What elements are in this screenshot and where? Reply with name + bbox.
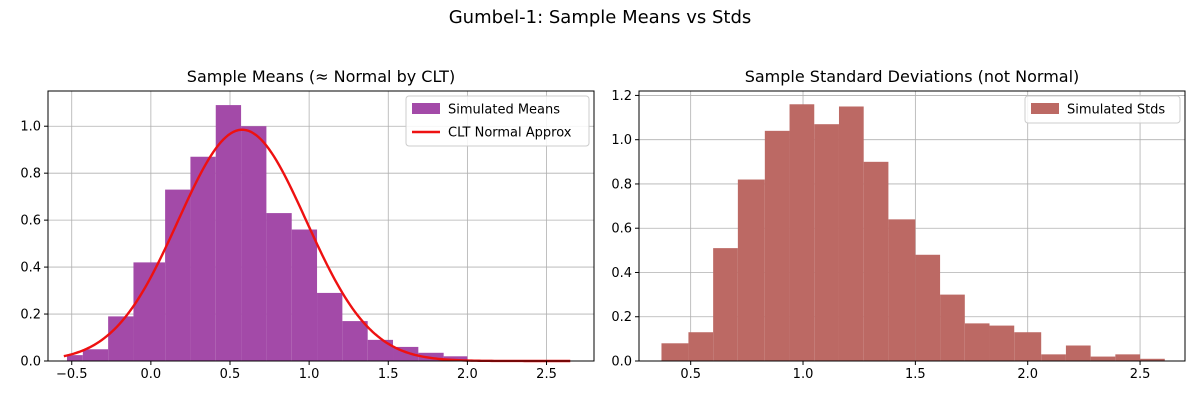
histogram-bar — [940, 294, 965, 361]
histogram-bar — [266, 213, 292, 361]
x-tick-label: 0.5 — [220, 367, 241, 382]
x-tick-label: 2.5 — [1130, 367, 1151, 382]
legend-label-curve: CLT Normal Approx — [448, 126, 572, 141]
histogram-bar — [1090, 356, 1116, 361]
histogram-bar — [1115, 354, 1141, 361]
histogram-bar — [215, 105, 242, 361]
x-tick-label: 1.0 — [299, 367, 320, 382]
y-tick-label: 0.8 — [611, 177, 632, 192]
histogram-bar — [688, 332, 714, 361]
legend-swatch-histogram — [1031, 103, 1059, 114]
histogram-bar — [838, 106, 864, 361]
histogram-bar — [342, 321, 368, 361]
legend-box — [405, 95, 590, 147]
x-tick-label: 0.5 — [680, 367, 701, 382]
y-tick-label: 1.2 — [611, 89, 632, 104]
histogram-bar — [367, 339, 394, 361]
legend-label-histogram: Simulated Stds — [1067, 103, 1165, 118]
histogram-bar — [737, 179, 765, 361]
histogram-bar — [190, 156, 216, 361]
x-tick-label: 2.0 — [457, 367, 478, 382]
histogram-bar — [1041, 354, 1066, 361]
axes-frame — [638, 90, 1186, 362]
y-tick-label: 0.4 — [20, 261, 41, 276]
histogram-bar — [82, 349, 109, 361]
histogram-bar — [964, 323, 990, 361]
panel-title: Sample Means (≈ Normal by CLT) — [187, 67, 455, 86]
histogram-bar — [1140, 358, 1165, 361]
y-tick-label: 1.0 — [611, 133, 632, 148]
y-tick-label: 0.4 — [611, 266, 632, 281]
histogram-bar — [317, 292, 343, 361]
legend-swatch-histogram — [412, 103, 440, 114]
legend-label-histogram: Simulated Means — [448, 103, 560, 118]
x-tick-label: 1.0 — [793, 367, 814, 382]
y-tick-label: 0.2 — [20, 308, 41, 323]
panel-title: Sample Standard Deviations (not Normal) — [745, 67, 1080, 86]
y-tick-label: 0.0 — [611, 355, 632, 370]
histogram-bar — [241, 126, 267, 361]
x-tick-label: 2.0 — [1017, 367, 1038, 382]
y-tick-label: 0.6 — [20, 214, 41, 229]
legend: Simulated Stds — [1024, 95, 1181, 124]
x-tick-label: 1.5 — [378, 367, 399, 382]
histogram-bar — [915, 254, 941, 361]
histogram-bar — [66, 355, 83, 361]
legend-box — [1024, 95, 1181, 124]
histogram-bar — [764, 130, 790, 361]
legend: Simulated Means CLT Normal Approx — [405, 95, 590, 147]
histogram-bar — [661, 343, 689, 361]
histogram-bar — [989, 325, 1015, 361]
histogram-bar — [1065, 345, 1091, 361]
x-tick-label: 1.5 — [905, 367, 926, 382]
y-tick-label: 0.0 — [20, 355, 41, 370]
histogram-bar — [713, 248, 738, 361]
stds-histogram-panel: Sample Standard Deviations (not Normal) 0… — [611, 67, 1186, 382]
y-tick-label: 0.8 — [20, 167, 41, 182]
histogram-bar — [888, 219, 916, 361]
x-tick-label: −0.5 — [56, 367, 88, 382]
histogram-bar — [1014, 332, 1042, 361]
x-tick-label: 0.0 — [141, 367, 162, 382]
y-tick-label: 0.2 — [611, 310, 632, 325]
axes-frame — [47, 90, 595, 362]
histogram-bar — [443, 356, 468, 361]
histogram-bar — [133, 262, 166, 361]
figure-title: Gumbel-1: Sample Means vs Stds — [449, 7, 752, 28]
means-histogram-panel: Sample Means (≈ Normal by CLT) −0.5 0.0 0.5… — [20, 67, 595, 382]
y-tick-label: 0.6 — [611, 222, 632, 237]
histogram-bar — [789, 104, 815, 361]
histogram-bar — [291, 229, 318, 361]
histogram-bar — [165, 189, 191, 361]
y-tick-label: 1.0 — [20, 120, 41, 135]
histogram-bar — [814, 124, 839, 362]
histogram-bar — [863, 161, 889, 361]
x-tick-label: 2.5 — [536, 367, 557, 382]
